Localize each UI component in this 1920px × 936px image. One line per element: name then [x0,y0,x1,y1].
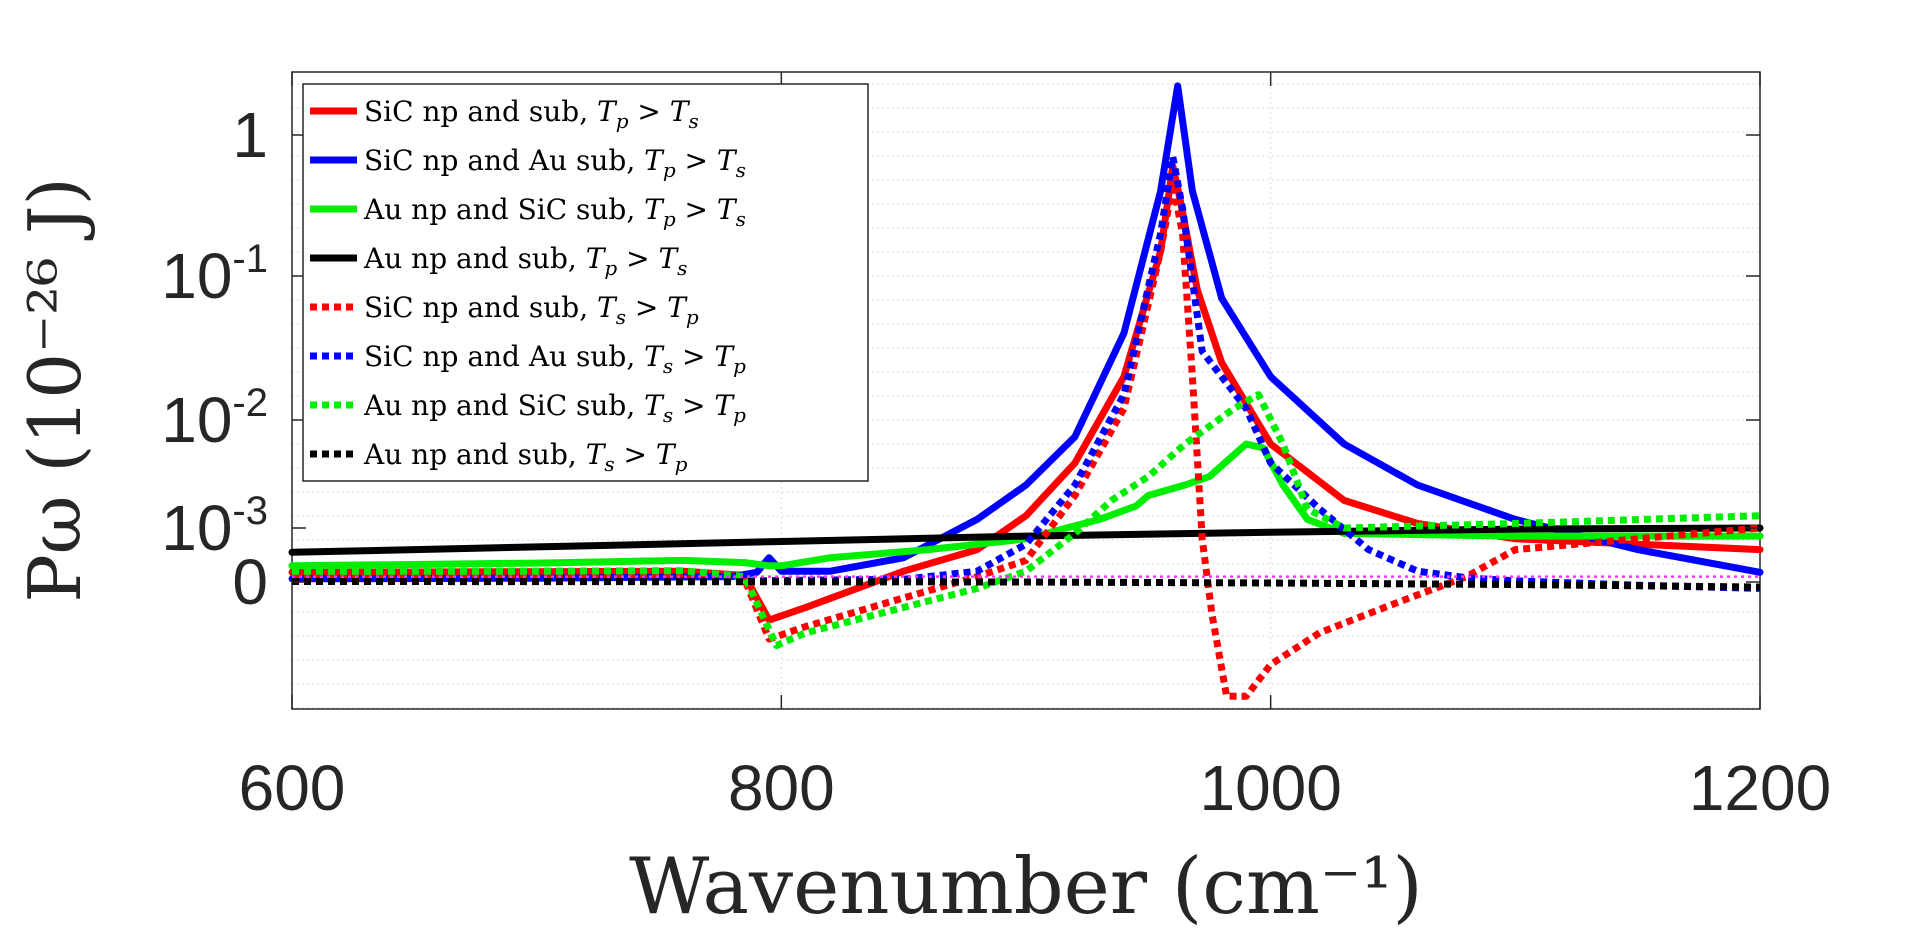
legend-sub-a: p [616,109,629,133]
legend-sub-b: p [733,354,746,378]
legend-label: SiC np and sub, Tp > Ts [364,95,699,133]
legend-gt: > [673,340,714,373]
x-tick-label: 1000 [1199,752,1341,824]
legend-prefix: Au np and SiC sub, [363,193,644,226]
legend-T: T [670,95,691,128]
legend-prefix: SiC np and Au sub, [364,340,644,373]
legend-sub-b: s [688,109,698,133]
legend-T: T [667,291,688,324]
legend-T: T [644,389,665,422]
series-line-6 [292,391,1761,649]
x-tick-label: 600 [239,752,346,824]
legend-sub-a: p [604,256,617,280]
plot-area [291,71,1761,710]
series-line-5 [292,153,1761,592]
legend-label: SiC np and Au sub, Ts > Tp [364,340,746,378]
y-tick-label-exp: -2 [232,381,268,425]
legend-label: Au np and SiC sub, Ts > Tp [363,389,746,427]
legend-T: T [714,389,735,422]
y-tick-label-base: 0 [232,546,268,618]
legend-prefix: SiC np and sub, [364,291,597,324]
y-tick-label: 10-3 [161,489,268,564]
legend-gt: > [615,438,656,471]
legend-prefix: Au np and sub, [363,438,586,471]
legend-sub-a: p [663,158,676,182]
legend-label: Au np and sub, Tp > Ts [363,242,687,280]
x-tick-label: 1200 [1689,752,1831,824]
legend-T: T [597,291,618,324]
legend-sub-a: s [663,354,673,378]
legend-T: T [644,340,665,373]
legend-sub-a: p [663,207,676,231]
legend-sub-a: s [604,452,614,476]
legend-gt: > [673,389,714,422]
y-tick-label-base: 10 [161,492,232,564]
y-tick-label-exp: -3 [232,489,268,533]
legend-gt: > [617,242,658,275]
y-axis-label-text: Pω (10⁻²⁶ J) [13,177,97,602]
legend-T: T [658,242,679,275]
legend-sub-a: s [616,305,626,329]
legend-sub-b: p [675,452,688,476]
series-line-3 [288,524,1764,556]
legend-sub-a: s [663,403,673,427]
y-tick-labels: 010-310-210-11 [161,99,268,618]
legend-box [302,83,869,482]
y-tick-label: 10-2 [161,381,268,456]
x-axis-label-text: Wavenumber (cm⁻¹) [629,842,1423,932]
legend-sub-b: p [733,403,746,427]
legend-T: T [717,193,738,226]
y-tick-label-base: 1 [232,99,268,171]
series-line-2 [288,440,1764,570]
legend-gt: > [626,291,667,324]
legend-gt: > [629,95,670,128]
y-tick-label: 1 [232,99,268,171]
y-tick-label-exp: -1 [232,237,268,281]
legend-T: T [597,95,618,128]
y-tick-label-base: 10 [161,384,232,456]
y-tick-label: 0 [232,546,268,618]
legend-prefix: Au np and SiC sub, [363,389,644,422]
series-line-0 [288,162,1764,624]
legend-sub-b: s [736,207,746,231]
y-tick-label-base: 10 [161,240,232,312]
legend-T: T [714,340,735,373]
x-tick-label: 800 [728,752,835,824]
legend-prefix: SiC np and Au sub, [364,144,644,177]
legend-prefix: SiC np and sub, [364,95,597,128]
legend-T: T [644,144,665,177]
legend-sub-b: p [686,305,699,329]
series-layer [288,82,1764,700]
x-axis-label: Wavenumber (cm⁻¹) [629,842,1423,932]
series-line-4 [291,180,1761,700]
legend-label: Au np and sub, Ts > Tp [363,438,688,476]
y-tick-label: 10-1 [161,237,268,312]
legend-sub-b: s [736,158,746,182]
legend-gt: > [676,193,717,226]
legend-label: Au np and SiC sub, Tp > Ts [363,193,746,231]
legend-T: T [586,438,607,471]
legend-T: T [656,438,677,471]
legend-sub-b: s [677,256,687,280]
legend-T: T [586,242,607,275]
y-axis-label: Pω (10⁻²⁶ J) [13,177,97,602]
legend-label: SiC np and sub, Ts > Tp [364,291,699,329]
series-line-7 [291,578,1761,591]
x-tick-labels: 600 800 1000 1200 [239,752,1832,824]
legend-prefix: Au np and sub, [363,242,586,275]
legend-T: T [717,144,738,177]
legend-gt: > [676,144,717,177]
legend-label: SiC np and Au sub, Tp > Ts [364,144,746,182]
legend-T: T [644,193,665,226]
